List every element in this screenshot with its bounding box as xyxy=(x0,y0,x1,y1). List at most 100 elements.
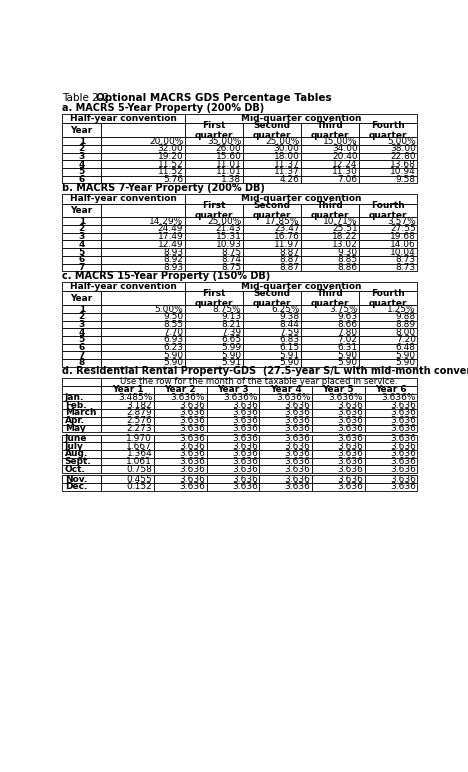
Bar xyxy=(312,442,365,450)
Bar xyxy=(312,476,365,483)
Text: 10.94: 10.94 xyxy=(390,168,416,177)
Text: 14.06: 14.06 xyxy=(390,240,416,249)
Text: 3.636: 3.636 xyxy=(337,416,363,425)
Text: Third
quarter: Third quarter xyxy=(311,201,350,220)
Text: 3.636: 3.636 xyxy=(285,408,310,418)
Bar xyxy=(301,336,359,344)
Bar xyxy=(359,313,417,320)
Text: 1.667: 1.667 xyxy=(126,442,152,451)
Text: 27.55: 27.55 xyxy=(390,225,416,233)
Bar xyxy=(301,225,359,233)
Bar xyxy=(185,282,417,291)
Bar xyxy=(101,409,154,417)
Text: d. Residential Rental Property-GDS  (27.5-year S/L with mid-month convention): d. Residential Rental Property-GDS (27.5… xyxy=(62,367,468,377)
Bar xyxy=(62,386,101,394)
Bar xyxy=(243,263,301,271)
Text: Feb.: Feb. xyxy=(65,401,86,410)
Text: 11.01: 11.01 xyxy=(216,160,241,169)
Bar xyxy=(185,336,243,344)
Text: 3.485%: 3.485% xyxy=(118,393,152,402)
Bar xyxy=(312,401,365,409)
Text: 1.38: 1.38 xyxy=(221,175,241,185)
Text: 12.24: 12.24 xyxy=(332,160,358,169)
Text: 8.87: 8.87 xyxy=(279,256,300,264)
Bar xyxy=(301,153,359,161)
Text: Year: Year xyxy=(71,293,93,303)
Bar xyxy=(312,409,365,417)
Text: 17.49: 17.49 xyxy=(158,232,183,241)
Bar xyxy=(243,351,301,359)
Bar xyxy=(301,359,359,367)
Bar xyxy=(259,442,312,450)
Bar xyxy=(62,218,101,225)
Text: 35.00%: 35.00% xyxy=(207,137,241,146)
Text: 3.636: 3.636 xyxy=(285,475,310,484)
Text: 3.636: 3.636 xyxy=(390,475,416,484)
Bar xyxy=(62,409,101,417)
Text: 7: 7 xyxy=(79,350,85,360)
Text: 2: 2 xyxy=(79,144,85,154)
Bar xyxy=(154,417,206,425)
Text: 3.636%: 3.636% xyxy=(170,393,205,402)
Bar xyxy=(301,241,359,248)
Bar xyxy=(154,466,206,473)
Bar xyxy=(185,305,243,313)
Text: March: March xyxy=(65,408,96,418)
Bar xyxy=(243,320,301,328)
Text: 5.76: 5.76 xyxy=(163,175,183,185)
Text: 7.39: 7.39 xyxy=(221,327,241,337)
Bar xyxy=(154,435,206,442)
Text: 3.636: 3.636 xyxy=(390,457,416,466)
Text: 11.52: 11.52 xyxy=(158,168,183,177)
Text: 8.86: 8.86 xyxy=(337,263,358,272)
Bar xyxy=(185,241,243,248)
Text: 3.636: 3.636 xyxy=(179,408,205,418)
Bar xyxy=(312,483,365,491)
Bar xyxy=(206,417,259,425)
Text: 1: 1 xyxy=(79,217,85,225)
Bar xyxy=(259,386,312,394)
Text: Fourth
quarter: Fourth quarter xyxy=(369,120,408,140)
Text: First
quarter: First quarter xyxy=(195,120,233,140)
Text: 7.80: 7.80 xyxy=(337,327,358,337)
Text: 2.879: 2.879 xyxy=(126,408,152,418)
Text: 3.636: 3.636 xyxy=(337,475,363,484)
Text: 8.75%: 8.75% xyxy=(212,304,241,313)
Text: 5: 5 xyxy=(79,335,85,344)
Bar xyxy=(185,176,243,184)
Bar xyxy=(243,137,301,145)
Text: 6: 6 xyxy=(79,256,85,264)
Text: 2: 2 xyxy=(79,225,85,233)
Text: 3.636: 3.636 xyxy=(390,465,416,474)
Bar xyxy=(243,153,301,161)
Bar xyxy=(359,359,417,367)
Bar xyxy=(185,328,243,336)
Text: 3.636: 3.636 xyxy=(179,434,205,443)
Text: 3.636: 3.636 xyxy=(179,401,205,410)
Text: 3.636: 3.636 xyxy=(390,449,416,459)
Text: 22.80: 22.80 xyxy=(390,152,416,161)
Bar xyxy=(359,124,417,137)
Bar xyxy=(206,476,259,483)
Text: 3.636: 3.636 xyxy=(337,457,363,466)
Bar xyxy=(206,483,259,491)
Bar xyxy=(154,425,206,432)
Bar xyxy=(243,233,301,241)
Bar xyxy=(359,320,417,328)
Bar xyxy=(365,435,417,442)
Bar xyxy=(101,233,185,241)
Bar xyxy=(101,344,185,351)
Text: 15.31: 15.31 xyxy=(216,232,241,241)
Bar xyxy=(185,351,243,359)
Bar xyxy=(312,450,365,458)
Text: 10.04: 10.04 xyxy=(390,248,416,256)
Text: 6.65: 6.65 xyxy=(221,335,241,344)
Text: 3.636: 3.636 xyxy=(232,465,258,474)
Bar xyxy=(62,450,101,458)
Bar xyxy=(312,394,365,401)
Text: 5.90: 5.90 xyxy=(163,358,183,367)
Text: 8.87: 8.87 xyxy=(279,263,300,272)
Text: Dec.: Dec. xyxy=(65,482,87,492)
Bar xyxy=(101,256,185,263)
Text: 2: 2 xyxy=(79,312,85,321)
